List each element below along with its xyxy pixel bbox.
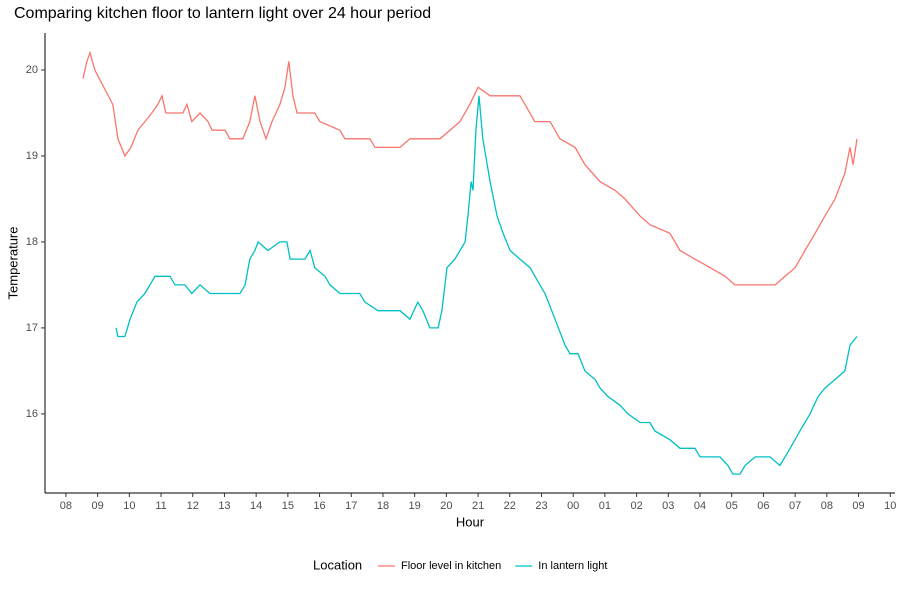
line-series <box>115 95 858 475</box>
legend-label: Floor level in kitchen <box>401 560 501 572</box>
y-tick-label: 20 <box>26 64 38 76</box>
y-tick-label: 17 <box>26 322 38 334</box>
legend-label: In lantern light <box>538 560 607 572</box>
x-tick-label: 09 <box>92 500 104 512</box>
x-tick-label: 06 <box>757 500 769 512</box>
x-tick-label: 11 <box>155 500 166 512</box>
x-tick-label: 15 <box>282 500 294 512</box>
y-tick-label: 19 <box>26 150 38 162</box>
y-tick-label: 18 <box>26 236 38 248</box>
y-axis-label: Temperature <box>5 227 20 300</box>
line-series <box>82 50 858 286</box>
x-tick-label: 14 <box>250 500 262 512</box>
x-tick-label: 13 <box>218 500 230 512</box>
x-tick-label: 08 <box>821 500 833 512</box>
x-tick-label: 04 <box>694 500 706 512</box>
x-tick-label: 08 <box>60 500 72 512</box>
x-tick-label: 19 <box>409 500 421 512</box>
x-tick-label: 16 <box>313 500 325 512</box>
x-tick-label: 17 <box>345 500 357 512</box>
x-tick-label: 10 <box>123 500 135 512</box>
x-axis-label: Hour <box>456 514 485 529</box>
x-tick-label: 07 <box>789 500 801 512</box>
x-tick-label: 05 <box>726 500 738 512</box>
x-tick-label: 12 <box>187 500 199 512</box>
x-tick-label: 22 <box>504 500 516 512</box>
x-tick-label: 10 <box>884 500 896 512</box>
y-tick-label: 16 <box>26 408 38 420</box>
x-tick-label: 00 <box>567 500 579 512</box>
x-tick-label: 03 <box>662 500 674 512</box>
x-tick-label: 18 <box>377 500 389 512</box>
x-tick-label: 09 <box>852 500 864 512</box>
x-tick-label: 02 <box>630 500 642 512</box>
x-tick-label: 23 <box>535 500 547 512</box>
legend-title: Location <box>313 557 362 572</box>
chart-title: Comparing kitchen floor to lantern light… <box>14 5 431 22</box>
x-tick-label: 20 <box>440 500 452 512</box>
x-tick-label: 21 <box>472 500 484 512</box>
x-tick-label: 01 <box>599 500 611 512</box>
